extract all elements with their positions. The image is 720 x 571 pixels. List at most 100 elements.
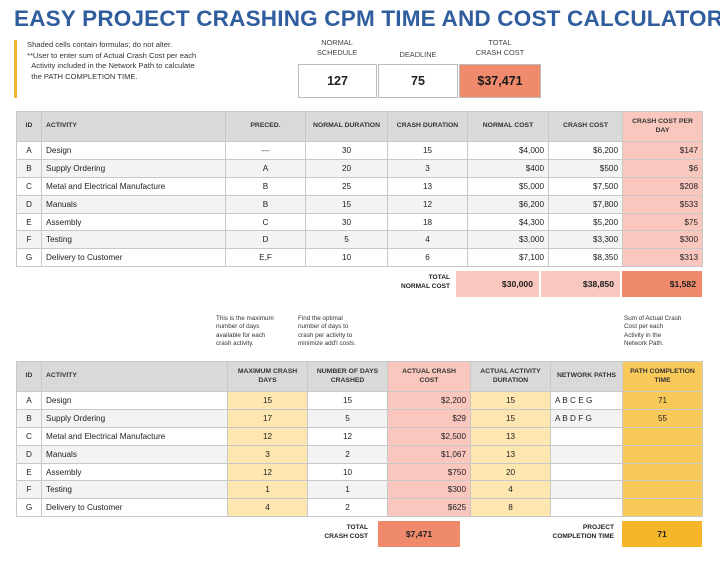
cell-id: D: [16, 194, 42, 214]
cell-days-crashed[interactable]: 5: [307, 408, 388, 428]
annotation-max-crash-days: This is the maximum number of days avail…: [216, 315, 274, 347]
cell-preceding[interactable]: B: [225, 194, 306, 214]
cell-normal-cost[interactable]: $7,100: [467, 248, 549, 268]
cell-normal-duration[interactable]: 10: [305, 248, 388, 268]
cell-normal-duration[interactable]: 5: [305, 230, 388, 250]
cell-normal-duration[interactable]: 20: [305, 158, 388, 178]
cell-network-path[interactable]: [550, 426, 623, 446]
cell-crash-duration[interactable]: 12: [387, 194, 468, 214]
cell-preceding[interactable]: B: [225, 176, 306, 196]
cell-activity[interactable]: Assembly: [41, 212, 226, 232]
cell-preceding[interactable]: C: [225, 212, 306, 232]
cell-path-completion-time: [622, 426, 703, 446]
cell-crash-cost[interactable]: $3,300: [548, 230, 623, 250]
cell-activity[interactable]: Delivery to Customer: [41, 498, 228, 518]
cell-activity[interactable]: Manuals: [41, 194, 226, 214]
note-line-1: Shaded cells contain formulas; do not al…: [27, 40, 173, 49]
col-crash-duration: CRASH DURATION: [387, 111, 468, 142]
table-row: B Supply Ordering A 20 3 $400 $500 $6: [16, 158, 703, 178]
cell-normal-cost[interactable]: $3,000: [467, 230, 549, 250]
table-row: G Delivery to Customer 4 2 $625 8: [16, 498, 703, 518]
cell-crash-duration[interactable]: 15: [387, 141, 468, 160]
cell-normal-duration[interactable]: 25: [305, 176, 388, 196]
col-id: ID: [16, 361, 42, 392]
cell-activity[interactable]: Design: [41, 391, 228, 410]
cell-activity[interactable]: Manuals: [41, 444, 228, 464]
cell-preceding[interactable]: ---: [225, 141, 306, 160]
cell-network-path[interactable]: [550, 444, 623, 464]
cell-activity[interactable]: Testing: [41, 230, 226, 250]
cell-crash-cost[interactable]: $6,200: [548, 141, 623, 160]
cell-path-completion-time: [622, 498, 703, 518]
cell-actual-duration: 13: [470, 444, 551, 464]
cell-crash-cost[interactable]: $500: [548, 158, 623, 178]
cell-activity[interactable]: Testing: [41, 480, 228, 500]
cell-network-path[interactable]: [550, 480, 623, 500]
cell-activity[interactable]: Metal and Electrical Manufacture: [41, 426, 228, 446]
cell-actual-crash-cost: $2,500: [387, 426, 471, 446]
cell-crash-duration[interactable]: 3: [387, 158, 468, 178]
cell-days-crashed[interactable]: 1: [307, 480, 388, 500]
cell-crash-duration[interactable]: 18: [387, 212, 468, 232]
cell-normal-cost[interactable]: $5,000: [467, 176, 549, 196]
total-crash-cost-label: TOTAL CRASH COST: [324, 524, 368, 540]
cell-normal-cost[interactable]: $6,200: [467, 194, 549, 214]
cell-normal-cost[interactable]: $4,300: [467, 212, 549, 232]
cell-preceding[interactable]: E,F: [225, 248, 306, 268]
cell-id: D: [16, 444, 42, 464]
cell-preceding[interactable]: D: [225, 230, 306, 250]
cell-normal-cost[interactable]: $400: [467, 158, 549, 178]
crash-table-header: ID ACTIVITY MAXIMUM CRASH DAYS NUMBER OF…: [16, 361, 703, 392]
cell-crash-cost-per-day: $533: [622, 194, 703, 214]
cell-crash-cost[interactable]: $8,350: [548, 248, 623, 268]
annotation-path-completion: Sum of Actual Crash Cost per each Activi…: [624, 315, 682, 347]
total-crash-cost-per-day: $1,582: [622, 271, 702, 297]
col-id: ID: [16, 111, 42, 142]
cell-normal-duration[interactable]: 15: [305, 194, 388, 214]
cell-activity[interactable]: Design: [41, 141, 226, 160]
cell-days-crashed[interactable]: 12: [307, 426, 388, 446]
activity-table: ID ACTIVITY PRECED. NORMAL DURATION CRAS…: [16, 111, 703, 268]
cell-days-crashed[interactable]: 10: [307, 462, 388, 482]
cell-crash-cost[interactable]: $7,500: [548, 176, 623, 196]
total-crash-cost-label: TOTAL CRASH COST: [475, 38, 525, 57]
cell-id: C: [16, 426, 42, 446]
cell-id: C: [16, 176, 42, 196]
cell-days-crashed[interactable]: 2: [307, 498, 388, 518]
table-row: D Manuals B 15 12 $6,200 $7,800 $533: [16, 194, 703, 214]
cell-id: A: [16, 391, 42, 410]
page-title: EASY PROJECT CRASHING CPM TIME AND COST …: [14, 6, 720, 31]
cell-network-path[interactable]: [550, 498, 623, 518]
total-normal-cost: $30,000: [456, 271, 539, 297]
cell-days-crashed[interactable]: 2: [307, 444, 388, 464]
cell-activity[interactable]: Metal and Electrical Manufacture: [41, 176, 226, 196]
cell-activity[interactable]: Supply Ordering: [41, 408, 228, 428]
cell-crash-cost[interactable]: $7,800: [548, 194, 623, 214]
cell-preceding[interactable]: A: [225, 158, 306, 178]
cell-normal-cost[interactable]: $4,000: [467, 141, 549, 160]
table-row: E Assembly 12 10 $750 20: [16, 462, 703, 482]
cell-activity[interactable]: Delivery to Customer: [41, 248, 226, 268]
cell-normal-duration[interactable]: 30: [305, 212, 388, 232]
cell-crash-cost[interactable]: $5,200: [548, 212, 623, 232]
deadline-label: DEADLINE: [399, 50, 437, 59]
cell-activity[interactable]: Assembly: [41, 462, 228, 482]
cell-network-path[interactable]: A B C E G: [550, 391, 623, 410]
cell-path-completion-time: 71: [622, 391, 703, 410]
total-crash-cost-sum: $38,850: [541, 271, 620, 297]
cell-crash-duration[interactable]: 6: [387, 248, 468, 268]
activity-table-header: ID ACTIVITY PRECED. NORMAL DURATION CRAS…: [16, 111, 703, 142]
cell-days-crashed[interactable]: 15: [307, 391, 388, 410]
col-crash-cost: CRASH COST: [548, 111, 623, 142]
table-row: C Metal and Electrical Manufacture 12 12 $2,…: [16, 426, 703, 446]
cell-crash-duration[interactable]: 4: [387, 230, 468, 250]
crash-table: ID ACTIVITY MAXIMUM CRASH DAYS NUMBER OF…: [16, 361, 703, 518]
cell-network-path[interactable]: [550, 462, 623, 482]
cell-network-path[interactable]: A B D F G: [550, 408, 623, 428]
note-line-2: **User to enter sum of Actual Crash Cost…: [27, 50, 197, 81]
cell-activity[interactable]: Supply Ordering: [41, 158, 226, 178]
cell-crash-duration[interactable]: 13: [387, 176, 468, 196]
cell-normal-duration[interactable]: 30: [305, 141, 388, 160]
table-row: A Design 15 15 $2,200 15 A B C E G 71: [16, 391, 703, 410]
deadline-value[interactable]: 75: [378, 64, 458, 98]
